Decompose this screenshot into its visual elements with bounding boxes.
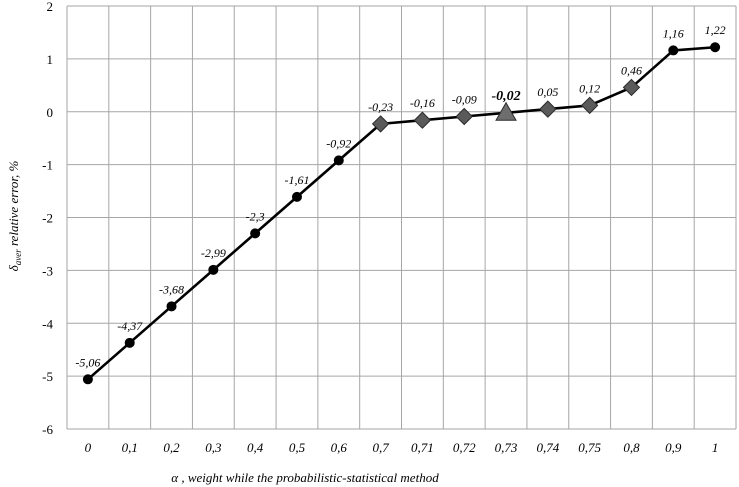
- y-tick-label: -5: [42, 369, 53, 384]
- data-label: -0,02: [491, 89, 520, 104]
- x-tick-label: 0: [85, 440, 92, 455]
- marker-layer: [82, 42, 721, 385]
- data-label: 0,05: [537, 85, 558, 99]
- data-point-circle: [250, 228, 261, 239]
- y-tick-label: 2: [47, 0, 54, 14]
- x-tick-label: 0,1: [122, 440, 138, 455]
- data-point-diamond: [539, 100, 557, 118]
- data-point-diamond: [622, 78, 641, 97]
- data-point-circle: [82, 374, 93, 385]
- x-tick-label: 0,75: [578, 440, 601, 455]
- x-tick-label: 0,6: [331, 440, 348, 455]
- y-axis-subscript: aver: [13, 249, 23, 265]
- y-axis-title: δaver relative error, %: [6, 161, 23, 272]
- data-point-circle: [124, 337, 135, 348]
- data-label: -3,68: [159, 282, 184, 296]
- y-tick-label: -4: [42, 316, 53, 331]
- x-tick-label: 0,74: [536, 440, 559, 455]
- data-point-circle: [291, 191, 302, 202]
- x-axis-ticks: 0 0,1 0,2 0,3 0,4 0,5 0,6 0,7 0,71 0,72 0,73 0,74 0,…: [85, 440, 719, 455]
- data-point-circle: [668, 45, 679, 56]
- x-tick-label: 0,3: [205, 440, 222, 455]
- x-tick-label: 0,71: [411, 440, 434, 455]
- y-tick-label: -1: [42, 158, 53, 173]
- y-tick-label: 1: [47, 52, 54, 67]
- data-label: -2,3: [246, 209, 265, 223]
- data-label: -0,09: [452, 93, 477, 107]
- y-tick-label: -2: [42, 211, 53, 226]
- data-label: -4,37: [117, 319, 143, 333]
- data-label: -0,23: [368, 100, 393, 114]
- series-line: [87, 45, 716, 381]
- y-axis-symbol: δ: [6, 264, 21, 271]
- y-axis-label-text: relative error, %: [6, 161, 21, 250]
- x-tick-label: 0,72: [453, 440, 476, 455]
- x-tick-label: 0,7: [372, 440, 389, 455]
- y-axis-ticks: -6 -5 -4 -3 -2 -1 0 1 2: [42, 0, 53, 437]
- data-label: -0,92: [326, 136, 351, 150]
- data-label: 0,12: [579, 81, 600, 95]
- data-label: 1,16: [663, 26, 684, 40]
- data-label: -5,06: [75, 355, 100, 369]
- data-label-layer: -5,06 -4,37 -3,68 -2,99 -2,3 -1,61 -0,92 -0,23 -…: [75, 23, 725, 369]
- data-point-circle: [333, 155, 344, 166]
- data-label: 1,22: [705, 23, 726, 37]
- data-point-triangle: [495, 101, 517, 121]
- x-tick-label: 0,2: [163, 440, 180, 455]
- y-tick-label: -6: [42, 422, 53, 437]
- data-point-diamond: [371, 115, 390, 133]
- x-axis-title: α , weight while the probabilistic-stati…: [171, 470, 439, 485]
- x-tick-label: 0,8: [623, 440, 640, 455]
- grid: [66, 5, 737, 430]
- x-tick-label: 1: [712, 440, 719, 455]
- data-label: 0,46: [621, 63, 642, 77]
- x-tick-label: 0,4: [247, 440, 264, 455]
- data-point-diamond: [413, 111, 432, 129]
- data-point-circle: [208, 264, 219, 275]
- data-label: -0,16: [410, 96, 435, 110]
- y-tick-label: -3: [42, 263, 53, 278]
- y-tick-label: 0: [47, 105, 54, 120]
- x-tick-label: 0,5: [289, 440, 306, 455]
- x-tick-label: 0,73: [495, 440, 518, 455]
- x-tick-label: 0,9: [665, 440, 682, 455]
- data-label: -1,61: [284, 173, 309, 187]
- data-point-circle: [166, 301, 177, 312]
- data-point-circle: [710, 42, 721, 53]
- data-label: -2,99: [201, 246, 226, 260]
- data-point-diamond: [455, 107, 473, 126]
- series-line-layer: [87, 45, 716, 381]
- data-point-diamond: [580, 96, 599, 115]
